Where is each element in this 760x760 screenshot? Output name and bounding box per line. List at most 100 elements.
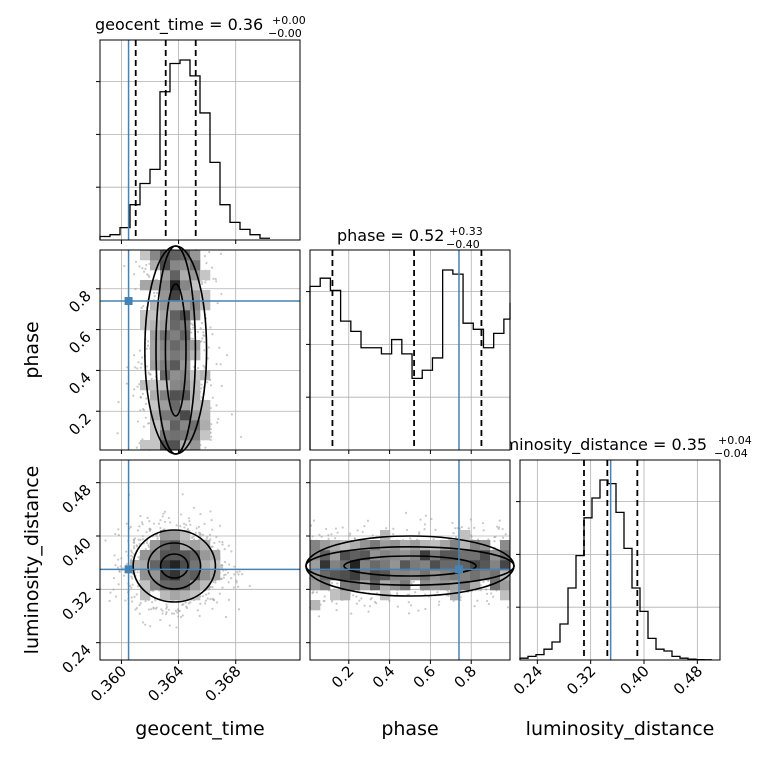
scatter-point — [146, 273, 149, 276]
density-cell — [460, 530, 471, 541]
density-cell — [170, 420, 181, 431]
scatter-point — [133, 537, 137, 540]
density-cell — [490, 560, 501, 571]
density-cell — [350, 560, 361, 571]
scatter-point — [334, 537, 337, 540]
scatter-point — [172, 612, 176, 615]
scatter-point — [418, 531, 421, 534]
scatter-point — [206, 597, 209, 600]
density-cell — [450, 580, 461, 591]
scatter-point — [160, 608, 163, 611]
density-cell — [180, 390, 191, 401]
scatter-point — [434, 528, 437, 531]
scatter-point — [139, 396, 143, 399]
scatter-point — [211, 607, 214, 610]
scatter-point — [210, 519, 213, 522]
density-cell — [190, 540, 201, 551]
x-tick-label: 0.364 — [144, 662, 187, 705]
scatter-point — [141, 523, 144, 526]
panel-phase-hist — [306, 249, 511, 454]
scatter-point — [131, 583, 134, 586]
scatter-point — [179, 615, 183, 619]
scatter-point — [447, 590, 450, 593]
scatter-point — [195, 527, 198, 530]
panel-geocent_time-vs-phase: 0.20.40.60.8 — [65, 245, 301, 455]
title-luminosity-distance-minus: −0.04 — [714, 447, 748, 460]
title-geocent-time-minus: −0.00 — [268, 27, 302, 40]
scatter-point — [396, 592, 399, 595]
scatter-point — [215, 363, 218, 366]
scatter-point — [423, 523, 427, 526]
scatter-point — [181, 493, 184, 496]
scatter-point — [136, 571, 139, 574]
scatter-point — [309, 524, 313, 527]
scatter-point — [368, 605, 372, 608]
scatter-point — [200, 383, 203, 386]
density-cell — [420, 540, 431, 551]
scatter-point — [497, 527, 500, 530]
scatter-point — [192, 326, 195, 329]
scatter-point — [200, 280, 204, 284]
density-cell — [390, 560, 401, 571]
scatter-point — [161, 515, 164, 518]
y-tick-label: 0.48 — [58, 481, 94, 517]
density-cell — [150, 430, 161, 441]
scatter-point — [353, 537, 357, 540]
scatter-point — [183, 526, 186, 529]
scatter-point — [230, 577, 233, 580]
scatter-point — [161, 612, 164, 615]
scatter-point — [405, 528, 409, 532]
scatter-point — [358, 599, 361, 602]
y-tick-label: 0.32 — [58, 587, 94, 623]
scatter-point — [148, 529, 151, 532]
density-cell — [430, 560, 441, 571]
density-cell — [160, 310, 171, 321]
scatter-point — [151, 601, 154, 604]
scatter-point — [211, 333, 214, 336]
scatter-point — [424, 607, 427, 611]
density-cell — [370, 580, 381, 591]
scatter-point — [138, 383, 141, 386]
scatter-point — [123, 574, 126, 577]
density-cell — [140, 310, 151, 321]
density-cell — [150, 250, 161, 261]
density-cell — [460, 580, 471, 591]
density-cell — [170, 330, 181, 341]
scatter-point — [233, 565, 236, 568]
scatter-point — [132, 541, 135, 544]
scatter-point — [196, 609, 199, 612]
density-cell — [150, 350, 161, 361]
scatter-point — [388, 599, 391, 603]
scatter-point — [119, 565, 122, 568]
scatter-point — [485, 588, 488, 591]
scatter-point — [204, 599, 207, 602]
density-cell — [180, 570, 191, 581]
scatter-point — [454, 527, 457, 530]
density-cell — [160, 270, 171, 281]
scatter-point — [138, 612, 141, 615]
scatter-point — [396, 605, 399, 608]
density-cell — [400, 550, 411, 561]
scatter-point — [197, 525, 200, 528]
density-cell — [160, 390, 171, 401]
scatter-point — [155, 291, 159, 295]
density-cell — [150, 540, 161, 551]
scatter-point — [239, 435, 243, 439]
density-cell — [400, 540, 411, 551]
density-cell — [170, 350, 181, 361]
density-cell — [200, 570, 211, 581]
density-cell — [200, 550, 211, 561]
density-cell — [410, 570, 421, 581]
scatter-point — [199, 327, 202, 330]
scatter-point — [203, 366, 206, 369]
scatter-point — [139, 602, 142, 605]
density-cell — [360, 540, 371, 551]
scatter-point — [132, 394, 135, 397]
histogram-step — [519, 479, 712, 661]
scatter-point — [220, 292, 223, 296]
scatter-point — [139, 538, 142, 541]
y-label-phase: phase — [21, 321, 43, 378]
scatter-point — [481, 522, 485, 525]
scatter-point — [147, 340, 150, 343]
y-tick-label: 0.6 — [65, 328, 95, 358]
